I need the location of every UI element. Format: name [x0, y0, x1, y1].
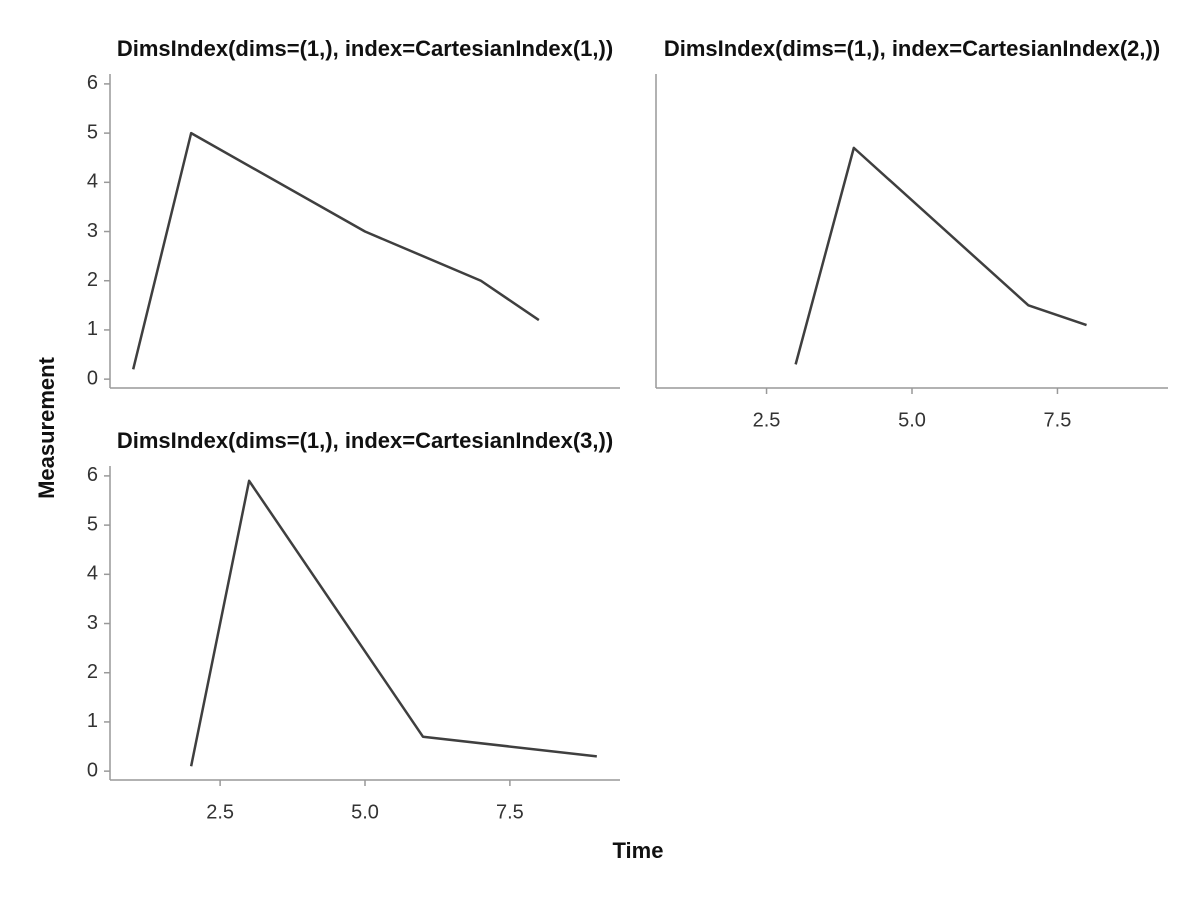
- y-tick-label: 0: [87, 759, 98, 781]
- y-tick-label: 6: [87, 464, 98, 486]
- x-tick-label: 2.5: [753, 409, 781, 431]
- x-tick-label: 2.5: [206, 801, 234, 823]
- y-tick-label: 4: [87, 563, 98, 585]
- x-tick-label: 5.0: [898, 409, 926, 431]
- y-tick-label: 2: [87, 269, 98, 291]
- x-tick-label: 7.5: [496, 801, 524, 823]
- y-tick-label: 3: [87, 612, 98, 634]
- y-tick-label: 2: [87, 661, 98, 683]
- panel-title: DimsIndex(dims=(1,), index=CartesianInde…: [117, 36, 613, 61]
- y-tick-label: 6: [87, 72, 98, 94]
- y-tick-label: 0: [87, 367, 98, 389]
- y-tick-label: 1: [87, 318, 98, 340]
- y-tick-label: 4: [87, 171, 98, 193]
- line: [189, 479, 597, 767]
- x-tick-label: 5.0: [351, 801, 379, 823]
- y-axis-label: Measurement: [34, 356, 59, 499]
- y-tick-label: 5: [87, 121, 98, 143]
- x-tick-label: 7.5: [1044, 409, 1072, 431]
- panel-title: DimsIndex(dims=(1,), index=CartesianInde…: [664, 36, 1160, 61]
- y-tick-label: 1: [87, 710, 98, 732]
- line: [794, 146, 1087, 365]
- x-axis-label: Time: [613, 838, 664, 863]
- y-tick-label: 5: [87, 513, 98, 535]
- line: [131, 131, 540, 370]
- panel-title: DimsIndex(dims=(1,), index=CartesianInde…: [117, 428, 613, 453]
- y-tick-label: 3: [87, 220, 98, 242]
